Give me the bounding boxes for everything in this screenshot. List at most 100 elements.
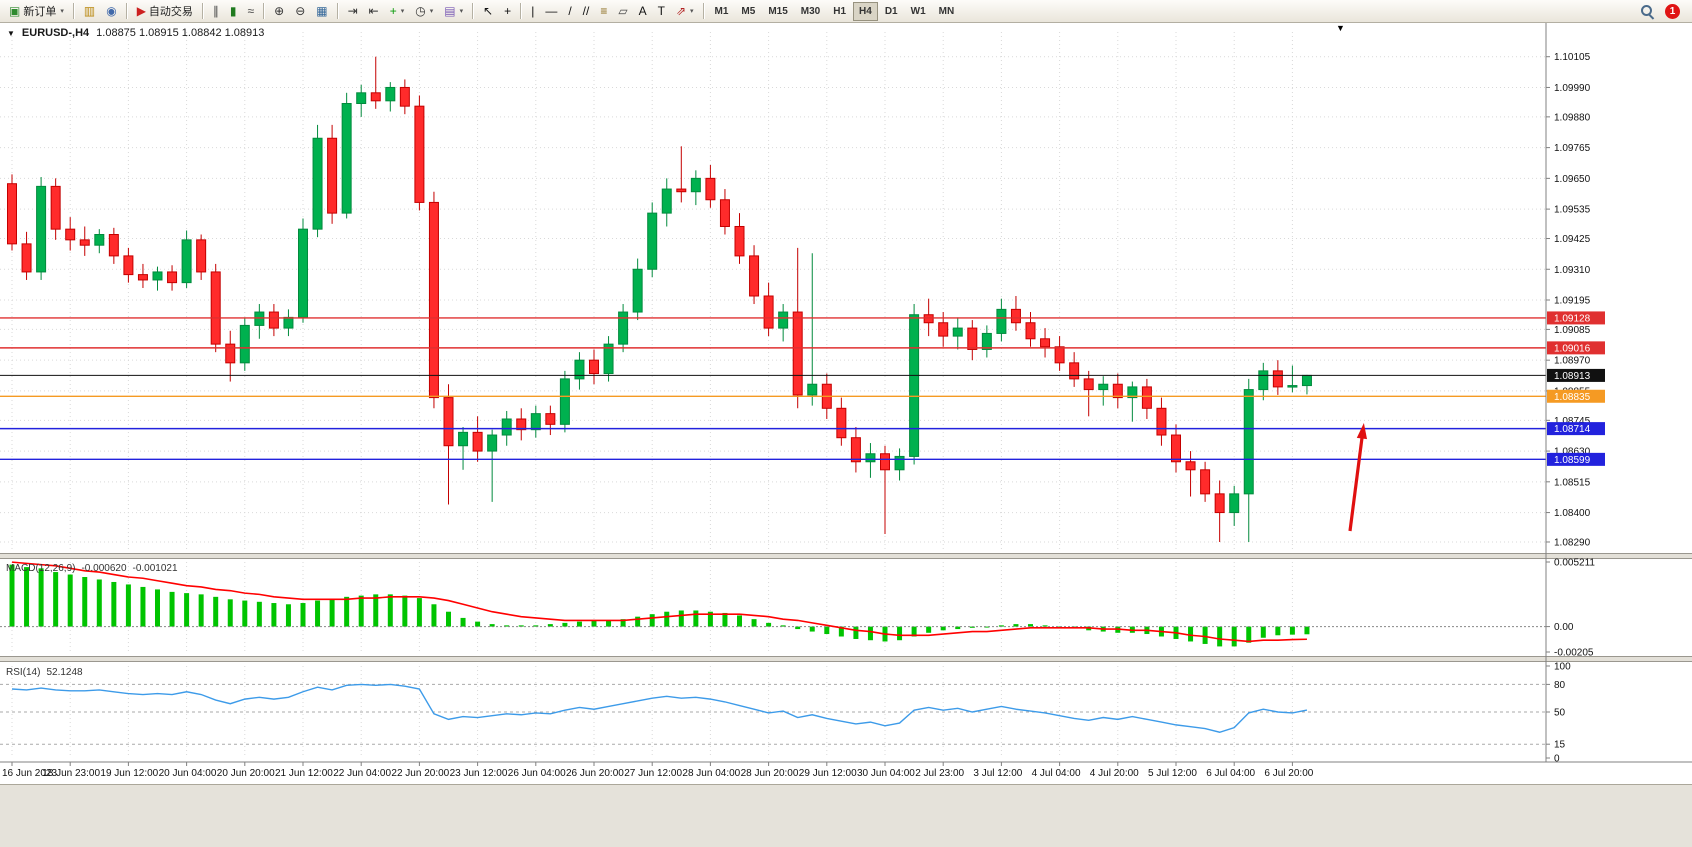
scroll-to-end-marker-icon[interactable]: ▼ <box>1336 23 1345 33</box>
svg-text:28 Jun 20:00: 28 Jun 20:00 <box>741 768 799 779</box>
crosshair-button[interactable]: + <box>499 2 516 21</box>
macd-panel-splitter[interactable] <box>0 553 1692 559</box>
svg-text:16 Jun 2023: 16 Jun 2023 <box>2 768 57 779</box>
rsi-panel-splitter[interactable] <box>0 656 1692 662</box>
macd-main-value: -0.000620 <box>81 563 127 574</box>
timeframe-w1-button[interactable]: W1 <box>905 2 932 21</box>
zoom-in-button[interactable]: ⊕ <box>269 2 289 21</box>
auto-scroll-button[interactable]: ⇥ <box>343 2 363 21</box>
svg-text:1.08290: 1.08290 <box>1554 537 1591 548</box>
autotrade-button[interactable]: ▶ 自动交易 <box>132 2 198 21</box>
tile-windows-button[interactable]: ▦ <box>311 2 332 21</box>
periods-button[interactable]: ◷ ▾ <box>410 2 438 21</box>
arrows-icon: ⇗ <box>675 4 686 18</box>
timeframe-h1-button[interactable]: H1 <box>827 2 852 21</box>
trend-arrow-annotation[interactable] <box>1348 423 1368 532</box>
line-chart-button[interactable]: ≈ <box>243 2 260 21</box>
caret-icon: ▾ <box>400 8 405 15</box>
timeframe-d1-button[interactable]: D1 <box>879 2 904 21</box>
shapes-icon: ▱ <box>618 4 628 18</box>
svg-text:50: 50 <box>1554 708 1566 719</box>
svg-text:100: 100 <box>1554 662 1571 673</box>
text-label-icon: T <box>657 4 665 18</box>
search-icon[interactable] <box>1640 4 1655 19</box>
level-lines[interactable] <box>0 317 1546 461</box>
svg-text:23 Jun 12:00: 23 Jun 12:00 <box>450 768 508 779</box>
fibonacci-button[interactable]: ≡ <box>595 2 612 21</box>
templates-button[interactable]: ▤ ▾ <box>439 2 468 21</box>
autotrade-button-label: 自动交易 <box>148 6 193 18</box>
zoom-out-button[interactable]: ⊖ <box>290 2 310 21</box>
horizontal-line-button[interactable]: — <box>540 2 562 21</box>
shapes-button[interactable]: ▱ <box>613 2 632 21</box>
candlestick-chart-button[interactable]: ▮ <box>225 2 242 21</box>
timeframe-mn-button[interactable]: MN <box>933 2 961 21</box>
svg-text:15: 15 <box>1554 740 1566 751</box>
svg-text:3 Jul 12:00: 3 Jul 12:00 <box>973 768 1022 779</box>
rsi-label: RSI(14) <box>6 667 41 678</box>
svg-text:1.09128: 1.09128 <box>1554 313 1591 324</box>
fibonacci-icon: ≡ <box>600 4 608 18</box>
chart-shift-button[interactable]: ⇤ <box>364 2 384 21</box>
svg-text:6 Jul 04:00: 6 Jul 04:00 <box>1206 768 1255 779</box>
svg-text:1.09085: 1.09085 <box>1554 325 1591 336</box>
symbol-dropdown-icon[interactable]: ▼ <box>7 28 15 38</box>
text-label-button[interactable]: T <box>653 2 670 21</box>
indicators-button[interactable]: + ▾ <box>385 2 410 21</box>
svg-text:1.09990: 1.09990 <box>1554 83 1591 94</box>
svg-text:1.08630: 1.08630 <box>1554 447 1591 458</box>
templates-icon: ▤ <box>444 4 456 18</box>
svg-text:22 Jun 04:00: 22 Jun 04:00 <box>333 768 391 779</box>
svg-text:1.08745: 1.08745 <box>1554 416 1591 427</box>
timeframe-h4-button[interactable]: H4 <box>853 1 878 21</box>
profiles-icon: ◉ <box>106 4 117 18</box>
price-axis: 1.10105 1.09990 1.09880 1.09765 1.09650 1.095… <box>1546 52 1595 765</box>
svg-text:1.09535: 1.09535 <box>1554 205 1591 216</box>
bottom-panel <box>0 784 1692 847</box>
timeframe-m15-button[interactable]: M15 <box>762 2 793 21</box>
svg-text:1.08714: 1.08714 <box>1554 424 1591 435</box>
svg-text:28 Jun 04:00: 28 Jun 04:00 <box>682 768 740 779</box>
ohlc-bars-button[interactable]: ∥ <box>208 2 224 21</box>
toolbar: ▣ 新订单 ▾ ▥ ◉ ▶ 自动交易 ∥ ▮ ≈ ⊕ ⊖ ▦ ⇥ ⇤ + ▾ ◷ ▾ ▤ ▾ ↖ + | — ///≡ ▱ A T ⇗ ▾ M… <box>0 0 1692 23</box>
new-order-button-label: 新订单 <box>23 6 57 18</box>
macd-signal-value: -0.001021 <box>132 563 178 574</box>
toolbar-separator <box>125 3 128 19</box>
periods-icon: ◷ <box>415 4 426 18</box>
timeframe-m5-button-label: M5 <box>741 5 756 17</box>
cursor-button[interactable]: ↖ <box>478 2 498 21</box>
rsi-label-line: RSI(14) 52.1248 <box>6 667 83 678</box>
toolbar-separator <box>336 3 339 19</box>
arrows-button[interactable]: ⇗ ▾ <box>671 2 699 21</box>
svg-text:1.08913: 1.08913 <box>1554 371 1591 382</box>
ohlc-bars-icon: ∥ <box>212 4 219 18</box>
new-order-button[interactable]: ▣ 新订单 ▾ <box>4 2 69 21</box>
caret-icon: ▾ <box>60 8 64 15</box>
toolbar-separator <box>702 3 705 19</box>
svg-text:1.09880: 1.09880 <box>1554 112 1591 123</box>
price-tags: 1.09128 1.09016 1.08913 1.08835 1.08714 1.085… <box>1547 311 1605 466</box>
vertical-line-button[interactable]: | <box>526 2 539 21</box>
profiles-button[interactable]: ◉ <box>101 2 121 21</box>
svg-text:0.005211: 0.005211 <box>1554 558 1595 569</box>
svg-text:18 Jun 23:00: 18 Jun 23:00 <box>42 768 100 779</box>
macd-label-line: MACD(12,26,9) -0.000620 -0.001021 <box>6 563 178 574</box>
channel-button[interactable]: // <box>578 2 595 21</box>
rsi-line-series <box>11 683 1308 733</box>
trendline-button[interactable]: / <box>563 2 576 21</box>
timeframe-m1-button[interactable]: M1 <box>709 2 735 21</box>
timeframe-m5-button[interactable]: M5 <box>735 2 761 21</box>
charts-button[interactable]: ▥ <box>79 2 100 21</box>
timeframe-m30-button[interactable]: M30 <box>795 2 826 21</box>
timeframe-m1-button-label: M1 <box>714 5 729 17</box>
caret-icon: ▾ <box>690 8 694 15</box>
svg-text:1.08515: 1.08515 <box>1554 477 1591 488</box>
macd-label: MACD(12,26,9) <box>6 563 76 574</box>
svg-text:1.09310: 1.09310 <box>1554 265 1591 276</box>
channel-icon: // <box>582 4 590 18</box>
svg-text:1.08599: 1.08599 <box>1554 455 1591 466</box>
notification-badge[interactable]: 1 <box>1665 3 1680 19</box>
text-button[interactable]: A <box>634 2 652 21</box>
